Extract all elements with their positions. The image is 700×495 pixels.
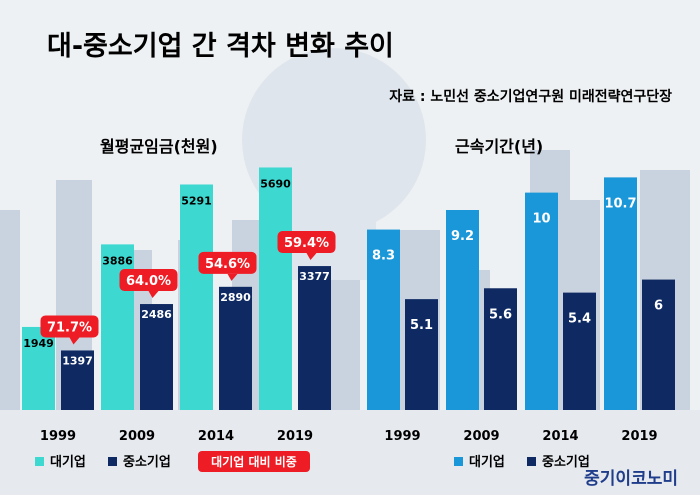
data-label: 5.4 — [568, 312, 591, 327]
tenure-chart-title: 근속기간(년) — [455, 137, 543, 156]
legend-swatch-large — [35, 457, 44, 466]
data-label: 5291 — [181, 194, 212, 207]
ratio-badge-pointer — [148, 291, 159, 299]
bar-sme — [642, 279, 675, 410]
ratio-label: 54.6% — [205, 257, 250, 272]
ground-band — [0, 410, 700, 495]
ratio-badge-pointer — [306, 253, 317, 261]
bar-large — [525, 192, 558, 410]
x-tick-label: 2019 — [621, 429, 657, 444]
bar-sme — [298, 266, 331, 410]
data-label: 1397 — [62, 354, 93, 367]
x-tick-label: 1999 — [384, 429, 420, 444]
data-label: 2890 — [220, 291, 251, 304]
wage-chart-title: 월평균임금(천원) — [100, 137, 218, 156]
data-label: 10.7 — [604, 196, 636, 211]
x-tick-label: 2019 — [277, 429, 313, 444]
legend-label-large: 대기업 — [50, 455, 86, 470]
ratio-legend-label: 대기업 대비 비중 — [211, 454, 297, 469]
bar-large — [446, 210, 479, 410]
data-label: 8.3 — [372, 249, 395, 264]
x-tick-label: 2009 — [119, 429, 155, 444]
data-label: 1949 — [23, 337, 54, 350]
data-label: 2486 — [141, 308, 172, 321]
legend-swatch-large — [454, 457, 463, 466]
x-tick-label: 2014 — [542, 429, 578, 444]
bar-sme — [219, 286, 252, 410]
tenure-legend: 대기업 중소기업 — [454, 455, 590, 470]
bar-large — [180, 184, 213, 410]
bar-sme — [563, 292, 596, 410]
ratio-badge — [40, 315, 99, 338]
data-label: 5690 — [260, 177, 291, 190]
building-shape — [0, 210, 20, 410]
bar-sme — [61, 350, 94, 410]
x-tick-label: 1999 — [40, 429, 76, 444]
bar-large — [367, 229, 400, 410]
data-label: 10 — [532, 212, 550, 227]
ratio-label: 71.7% — [47, 320, 92, 335]
ratio-label: 59.4% — [284, 236, 329, 251]
ratio-badge-pointer — [69, 337, 80, 345]
ratio-legend-badge — [198, 451, 310, 472]
page-title: 대-중소기업 간 격차 변화 추이 — [47, 31, 394, 62]
ratio-label: 64.0% — [126, 274, 171, 289]
bar-sme — [484, 288, 517, 410]
bar-large — [604, 177, 637, 410]
legend-label-sme: 중소기업 — [542, 455, 590, 470]
legend-label-sme: 중소기업 — [123, 455, 171, 470]
ratio-badge-pointer — [227, 273, 238, 281]
legend-label-large: 대기업 — [469, 455, 505, 470]
data-label: 3377 — [299, 270, 330, 283]
x-tick-label: 2014 — [198, 429, 234, 444]
source-note: 자료 : 노민선 중소기업연구원 미래전략연구단장 — [389, 88, 672, 105]
legend-swatch-sme — [527, 457, 536, 466]
data-label: 5.1 — [410, 318, 433, 333]
ratio-badge — [277, 231, 336, 254]
chart-marks: 1949 1397 1999 71.7% 3886 2486 2009 64.0% 5291 28… — [22, 167, 675, 444]
ratio-badge — [198, 251, 257, 274]
data-label: 6 — [654, 299, 663, 314]
bar-sme — [140, 304, 173, 410]
data-label: 9.2 — [451, 229, 474, 244]
data-label: 3886 — [102, 254, 133, 267]
bar-large — [22, 326, 55, 410]
wage-legend: 대기업 중소기업 대기업 대비 비중 — [35, 451, 310, 472]
x-tick-label: 2009 — [463, 429, 499, 444]
bar-sme — [405, 299, 438, 410]
data-label: 5.6 — [489, 307, 512, 322]
legend-swatch-sme — [108, 457, 117, 466]
ratio-badge — [119, 269, 178, 292]
brand-logo: 중기이코노미 — [584, 469, 678, 489]
bar-large — [259, 167, 292, 410]
